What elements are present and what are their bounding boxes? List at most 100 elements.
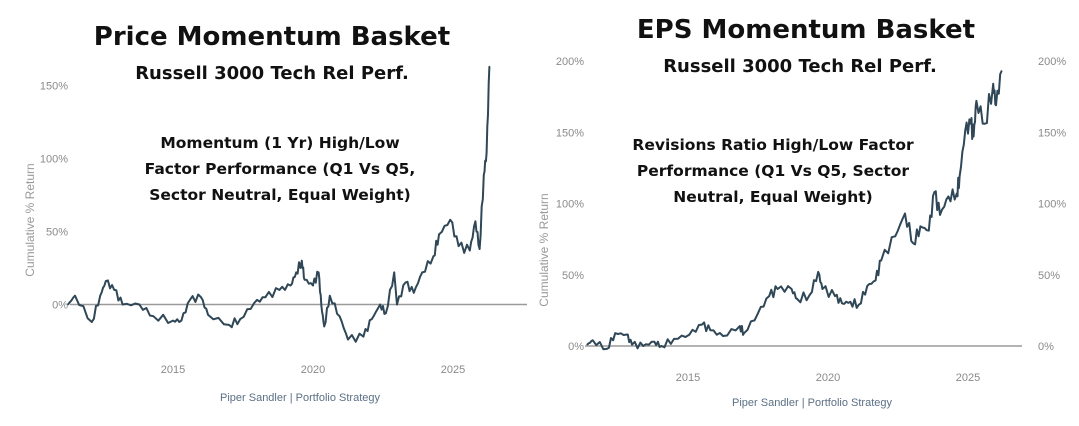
data-point [614,332,616,334]
data-point [933,191,936,193]
y-tick-label: 200% [556,56,584,68]
data-point [995,104,997,106]
data-point [992,83,994,85]
data-point [660,345,663,347]
y-tick-label: 50% [46,227,68,239]
data-point [295,271,298,274]
chart-subtitle: Russell 3000 Tech Rel Perf. [135,63,409,84]
data-point [253,302,255,304]
y-tick-label-right: 150% [1038,127,1066,139]
data-point [688,333,691,336]
data-point [849,301,852,303]
y-tick-label: 50% [562,270,584,282]
x-tick-label: 2020 [301,364,325,376]
data-point [904,212,906,215]
data-point [701,323,703,326]
data-point [928,229,930,232]
data-point [880,259,882,262]
data-point [438,233,440,236]
data-point [338,315,341,317]
data-point [228,324,230,326]
data-point [642,345,644,347]
series-line [67,66,491,343]
data-point [91,321,93,323]
data-point [404,281,407,284]
data-point [722,335,724,337]
data-point [278,289,281,291]
y-axis-label: Cumulative % Return [537,193,551,306]
data-point [739,325,741,327]
data-point [172,319,174,322]
y-axis-label: Cumulative % Return [23,163,37,276]
y-tick-label: 150% [556,127,584,139]
data-point [984,122,986,125]
data-point [469,249,471,252]
eps-momentum-chart: EPS Momentum Basket Russell 3000 Tech Re… [537,15,1066,409]
data-point [625,333,628,336]
y-tick-label: 0% [568,341,584,353]
annotation-line: Revisions Ratio High/Low Factor [632,136,914,154]
x-tick-label: 2025 [441,364,465,376]
data-point [362,335,365,338]
chart-title: EPS Momentum Basket [637,15,975,45]
data-point [606,348,608,350]
data-point [113,289,115,291]
data-point [768,295,770,297]
y-tick-label: 100% [40,154,68,166]
y-tick-label-right: 100% [1038,199,1066,211]
data-point [347,338,349,341]
annotation-line: Momentum (1 Yr) High/Low [160,134,399,152]
data-point [673,338,675,340]
y-tick-label-right: 200% [1038,56,1066,68]
data-point [478,248,481,250]
data-point [320,305,323,307]
data-point [413,292,415,294]
data-point [317,271,320,274]
data-point [121,303,124,306]
data-point [323,325,326,328]
data-point [964,130,966,132]
data-point [653,340,656,343]
data-point [757,312,759,315]
data-point [449,219,452,221]
data-point [912,242,915,245]
x-tick-label: 2020 [816,372,840,384]
data-point [975,100,978,102]
data-point [138,303,141,306]
data-point [301,259,303,262]
data-point [488,65,491,68]
data-point [939,214,941,216]
y-tick-label: 100% [556,199,584,211]
data-point [709,329,712,332]
data-point [200,296,202,299]
data-point [776,288,779,290]
chart-subtitle: Russell 3000 Tech Rel Perf. [663,56,937,77]
data-point [152,315,155,317]
data-point [821,288,824,290]
data-point [631,343,633,346]
data-point [958,175,961,178]
data-point [189,299,191,301]
data-point [970,122,972,125]
annotation-line: Performance (Q1 Vs Q5, Sector [637,162,910,180]
data-point [790,288,793,290]
data-point [796,298,798,300]
data-point [207,313,209,316]
data-point [432,255,435,258]
data-point [586,343,588,346]
x-tick-label: 2025 [956,372,980,384]
data-point [874,279,877,282]
data-point [483,173,485,176]
data-point [74,294,76,297]
data-point [866,285,868,287]
data-point [180,319,183,322]
data-point [396,303,398,306]
data-point [303,278,306,281]
data-point [858,303,860,306]
data-point [1000,70,1003,72]
data-point [239,318,241,320]
y-tick-label: 0% [52,300,68,312]
y-tick-label-right: 0% [1038,341,1054,353]
data-point [834,295,836,297]
